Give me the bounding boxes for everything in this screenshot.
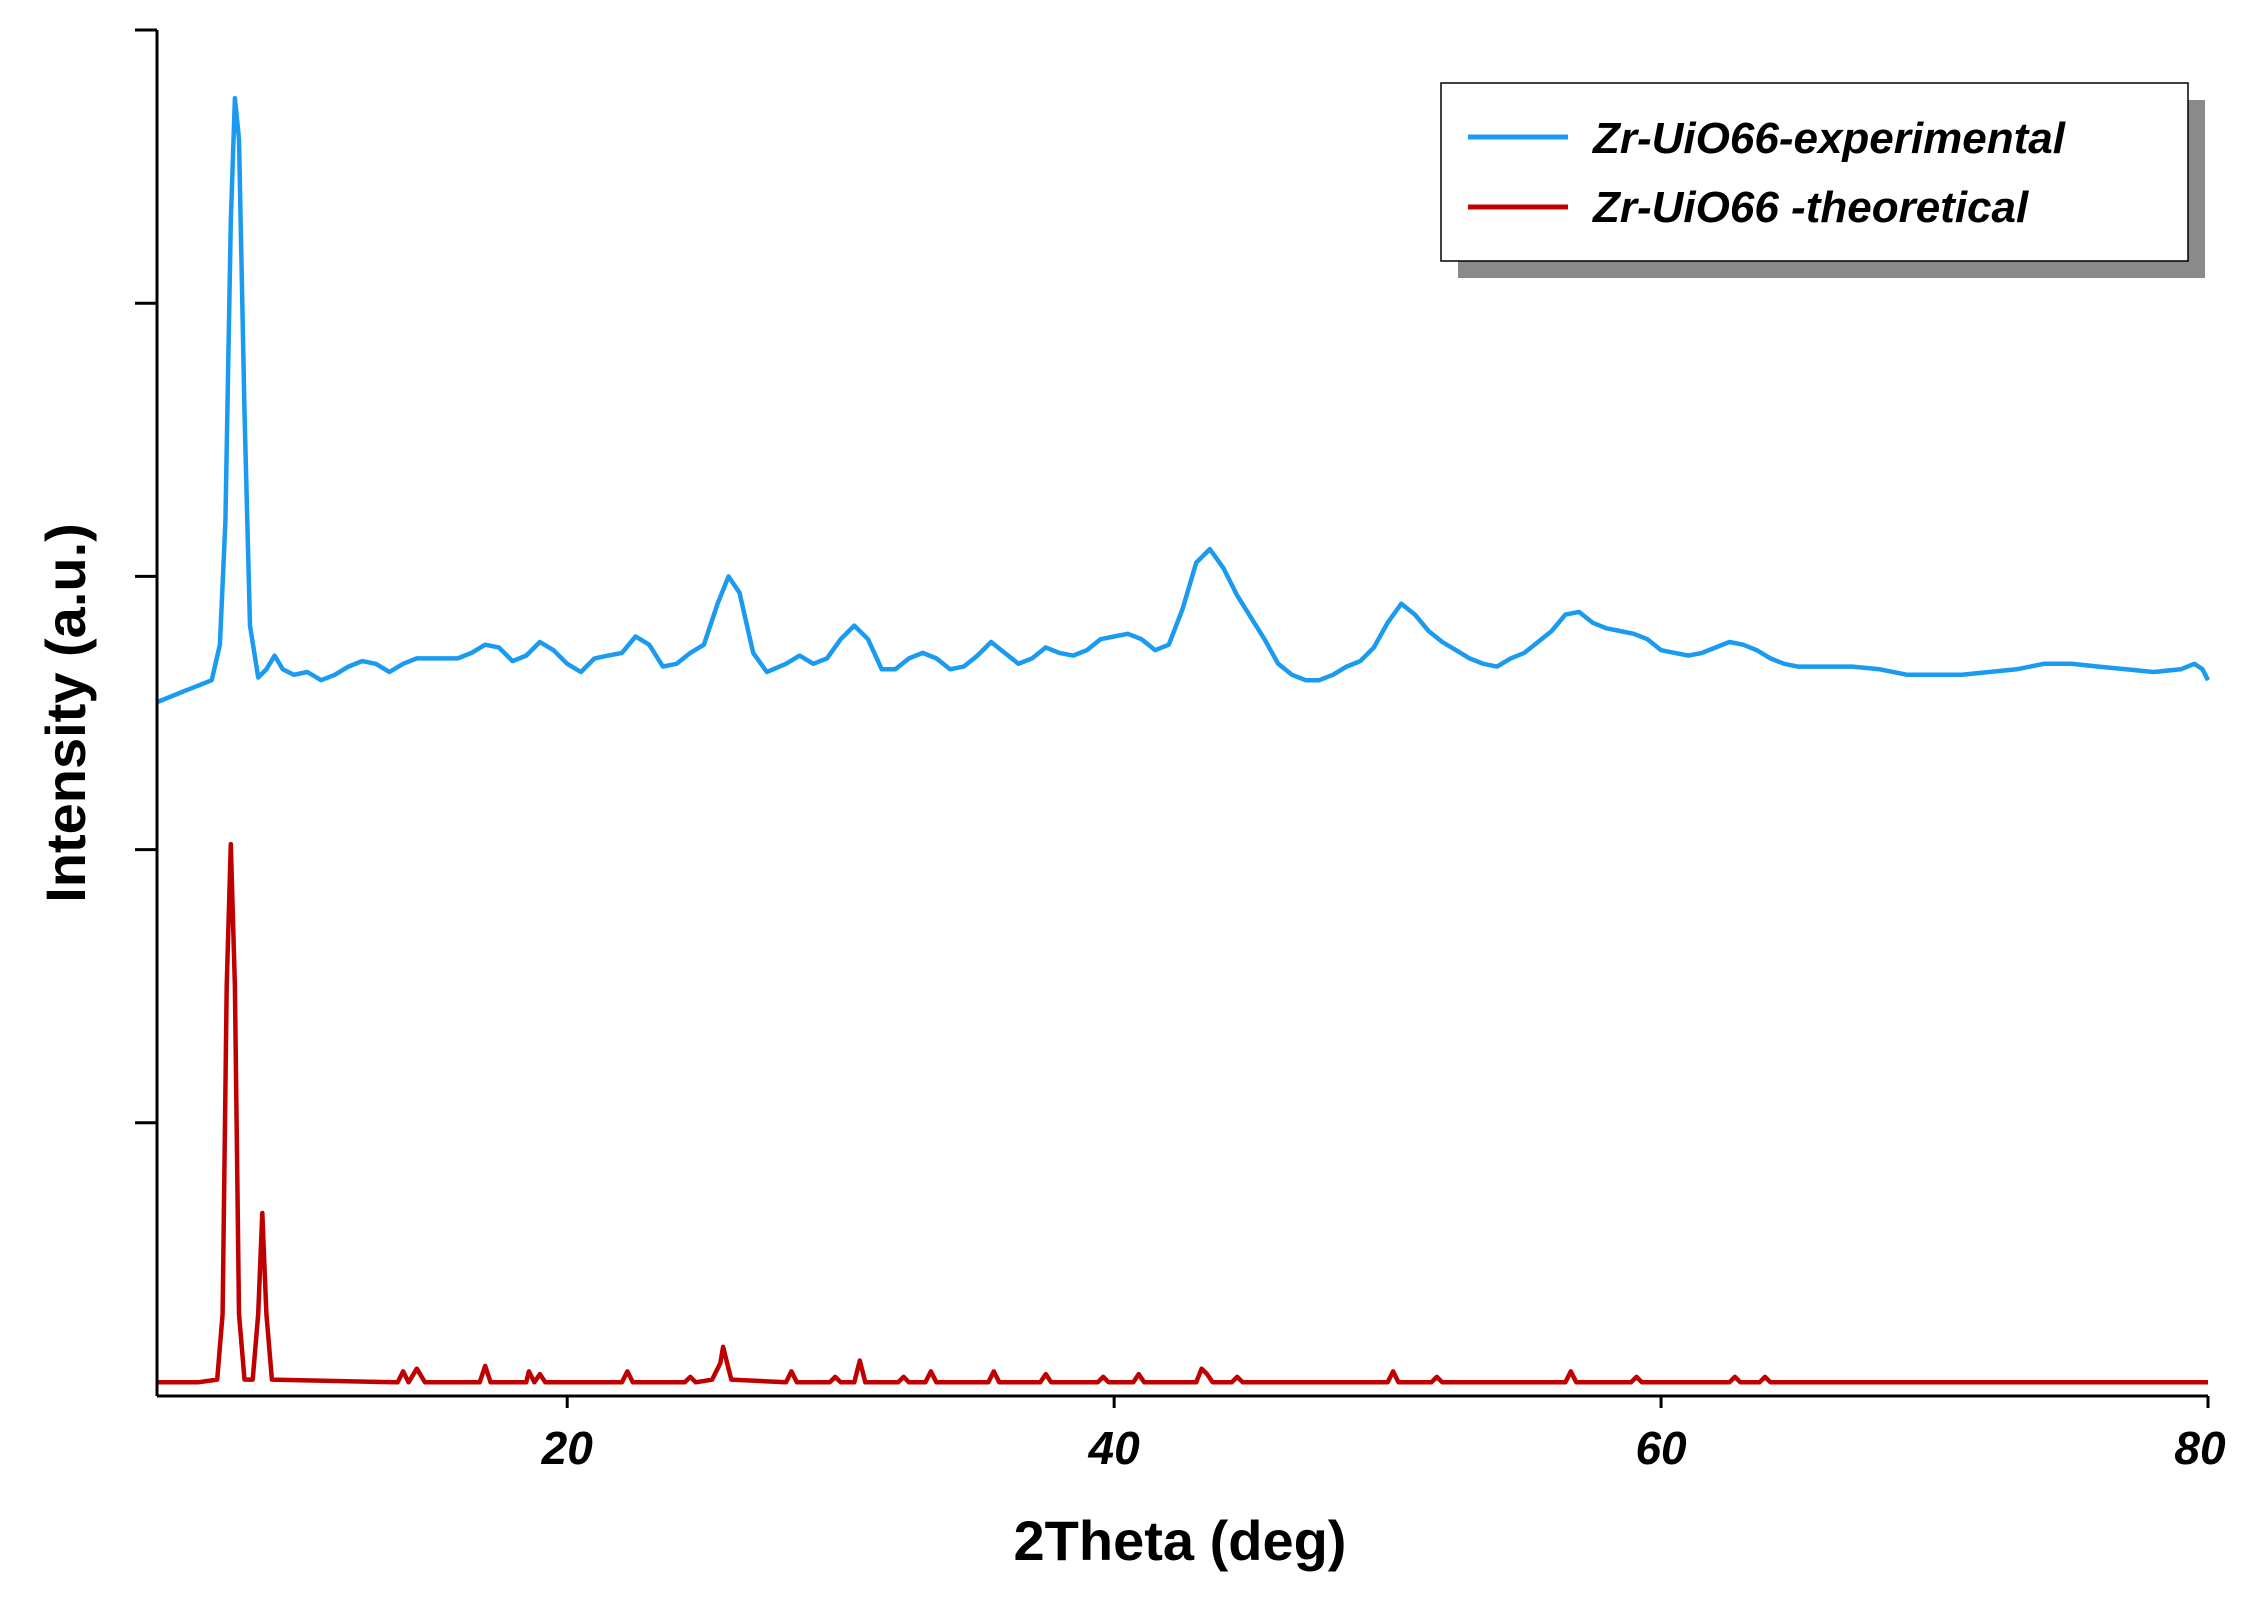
- x-ticks: 20 40 60 80: [541, 1396, 2226, 1474]
- x-tick-label: 40: [1088, 1422, 1141, 1474]
- x-tick-label: 80: [2174, 1422, 2226, 1474]
- x-tick-label: 60: [1635, 1422, 1687, 1474]
- legend-box: [1440, 82, 2189, 262]
- legend: Zr-UiO66-experimental Zr-UiO66 -theoreti…: [1440, 82, 2205, 278]
- series-line-experimental: [156, 96, 2211, 705]
- plot-area: [156, 96, 2211, 1385]
- series-line-theoretical: [157, 841, 2208, 1385]
- x-tick-label: 20: [541, 1422, 594, 1474]
- y-ticks: [135, 28, 157, 1125]
- legend-label-theoretical: Zr-UiO66 -theoretical: [1591, 183, 2029, 232]
- y-axis-title: Intensity (a.u.): [34, 523, 97, 903]
- legend-label-experimental: Zr-UiO66-experimental: [1591, 114, 2066, 163]
- x-axis-title: 2Theta (deg): [1014, 1509, 1347, 1572]
